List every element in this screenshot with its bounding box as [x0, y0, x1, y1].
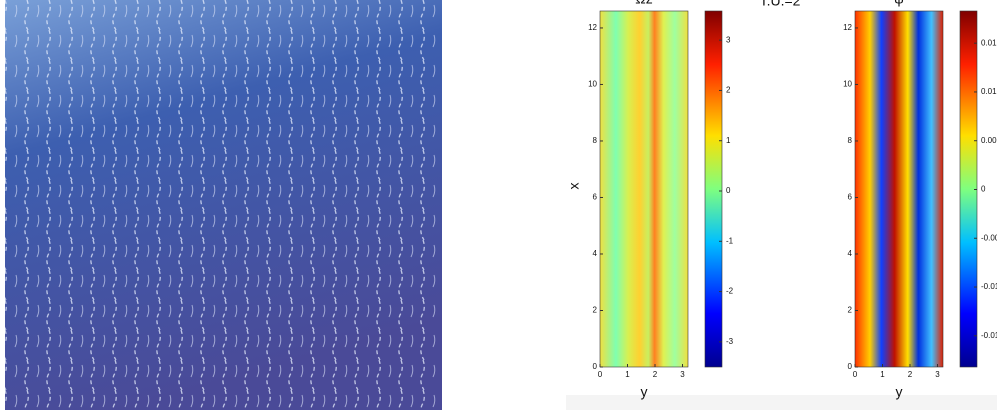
y-tick-label: 12: [843, 23, 852, 32]
heatmap: [855, 11, 943, 367]
y-tick-label: 4: [593, 249, 598, 258]
y-tick-label: 12: [588, 23, 597, 32]
panel-title: ψ: [894, 0, 904, 7]
x-tick-label: 0: [598, 370, 603, 379]
colorbar-tick-label: 3: [726, 35, 731, 44]
y-tick-label: 10: [588, 80, 597, 89]
colorbar-tick-label: 0.005: [981, 136, 997, 145]
colorbar-tick-label: -0.01: [981, 282, 997, 291]
y-tick-label: 2: [593, 306, 598, 315]
x-tick-label: 1: [625, 370, 630, 379]
x-tick-label: 3: [680, 370, 685, 379]
x-tick-label: 0: [853, 370, 858, 379]
colorbar-tick-label: -0.015: [981, 331, 997, 340]
colorbar: [705, 11, 722, 367]
colorbar-tick-label: 0.015: [981, 38, 997, 47]
y-tick-label: 6: [848, 193, 853, 202]
colorbar-tick-label: 2: [726, 86, 731, 95]
y-tick-label: 6: [593, 193, 598, 202]
x-tick-label: 2: [653, 370, 658, 379]
x-axis-label: y: [896, 384, 903, 400]
colorbar-tick-label: 0.01: [981, 87, 997, 96]
y-tick-label: 4: [848, 249, 853, 258]
y-tick-label: 2: [848, 306, 853, 315]
colorbar-tick-label: -0.005: [981, 233, 997, 242]
panel-title: Ωz: [635, 0, 652, 7]
colorbar-tick-label: 0: [981, 185, 986, 194]
slide: T.U.=2 Ωzyx0123024681012-3-2-10123ψy0123…: [0, 0, 997, 410]
wave-streaks: [5, 0, 442, 410]
colorbar-tick-label: 1: [726, 136, 731, 145]
y-tick-label: 0: [593, 362, 598, 371]
y-tick-label: 0: [848, 362, 853, 371]
y-axis-label: x: [566, 183, 582, 190]
x-tick-label: 2: [908, 370, 913, 379]
y-tick-label: 8: [848, 136, 853, 145]
y-tick-label: 8: [593, 136, 598, 145]
colorbar-tick-label: -1: [726, 236, 734, 245]
slide-footer: [566, 395, 997, 410]
x-axis-label: y: [641, 384, 648, 400]
colorbar-tick-label: 0: [726, 186, 731, 195]
colorbar-tick-label: -2: [726, 287, 734, 296]
colorbar-tick-label: -3: [726, 337, 734, 346]
caption: T.U.=2: [760, 0, 801, 9]
y-tick-label: 10: [843, 80, 852, 89]
x-tick-label: 1: [880, 370, 885, 379]
x-tick-label: 3: [935, 370, 940, 379]
heatmap: [600, 11, 688, 367]
